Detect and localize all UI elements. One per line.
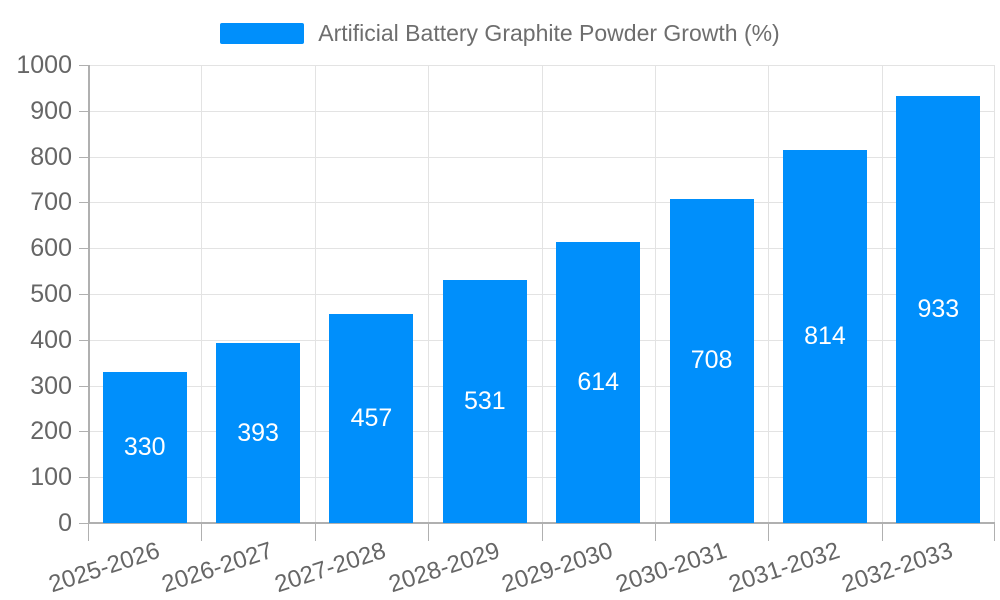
x-axis-label: 2026-2027 bbox=[158, 537, 277, 599]
gridline-vertical bbox=[428, 65, 430, 523]
bar-value-label: 614 bbox=[577, 367, 620, 396]
y-axis-tick bbox=[79, 339, 88, 341]
gridline-vertical bbox=[881, 65, 883, 523]
bar[interactable]: 814 bbox=[782, 150, 867, 523]
gridline-vertical bbox=[994, 65, 995, 523]
x-axis-label: 2025-2026 bbox=[45, 537, 163, 599]
x-axis-tick bbox=[428, 523, 430, 541]
x-axis-label: 2029-2030 bbox=[498, 537, 617, 599]
bar-value-label: 393 bbox=[237, 418, 279, 447]
x-axis-labels: 2025-2026 2026-2027 2027-2028 2028-2029 2029… bbox=[45, 523, 995, 600]
legend-label: Artificial Battery Graphite Powder Growt… bbox=[318, 20, 780, 46]
x-axis-tick bbox=[201, 523, 203, 541]
x-axis-tick bbox=[88, 523, 89, 541]
legend[interactable]: Artificial Battery Graphite Powder Growt… bbox=[0, 20, 1000, 47]
gridline-vertical bbox=[654, 65, 656, 523]
x-axis-tick bbox=[654, 523, 656, 541]
y-axis-tick bbox=[79, 65, 88, 66]
bar-value-label: 330 bbox=[123, 432, 166, 461]
y-axis-tick bbox=[79, 156, 88, 158]
bar[interactable]: 330 bbox=[102, 371, 187, 523]
y-axis-label: 800 bbox=[30, 142, 72, 171]
gridline-vertical bbox=[314, 65, 316, 523]
gridline-vertical bbox=[768, 65, 770, 523]
bar[interactable]: 933 bbox=[896, 95, 981, 523]
x-axis-label: 2031-2032 bbox=[725, 537, 843, 599]
y-axis-label: 700 bbox=[30, 188, 72, 217]
bar[interactable]: 614 bbox=[556, 241, 641, 523]
y-axis-label: 1000 bbox=[16, 51, 72, 79]
y-axis-tick bbox=[79, 385, 88, 387]
x-axis-label: 2030-2031 bbox=[612, 537, 730, 599]
x-axis-tick bbox=[541, 523, 543, 541]
x-axis-label: 2028-2029 bbox=[385, 537, 503, 599]
y-axis-tick bbox=[79, 431, 88, 433]
x-axis-line bbox=[88, 522, 995, 524]
bar[interactable]: 393 bbox=[216, 343, 300, 523]
y-axis-label: 600 bbox=[30, 234, 72, 263]
x-axis-label: 2027-2028 bbox=[271, 537, 390, 599]
y-axis-tick bbox=[79, 248, 88, 250]
x-axis-label: 2032-2033 bbox=[838, 537, 957, 599]
y-axis-label: 500 bbox=[30, 280, 72, 308]
y-axis-tick bbox=[79, 477, 88, 479]
bar[interactable]: 457 bbox=[329, 313, 414, 523]
bar[interactable]: 708 bbox=[669, 198, 754, 523]
bar-value-label: 531 bbox=[463, 386, 506, 415]
y-axis-label: 0 bbox=[58, 509, 72, 537]
legend-swatch bbox=[220, 23, 305, 44]
y-axis-label: 200 bbox=[30, 417, 72, 446]
bar-value-label: 814 bbox=[804, 322, 846, 351]
y-axis-label: 900 bbox=[30, 96, 72, 125]
x-axis-tick bbox=[768, 523, 770, 541]
y-axis-tick bbox=[79, 110, 88, 112]
bar-value-label: 457 bbox=[350, 403, 393, 432]
gridline-vertical bbox=[541, 65, 543, 523]
y-axis-label: 400 bbox=[30, 325, 72, 354]
x-axis-tick bbox=[994, 523, 995, 541]
x-axis-tick bbox=[881, 523, 883, 541]
y-axis-label: 300 bbox=[30, 371, 72, 400]
y-axis-label: 100 bbox=[30, 463, 72, 492]
x-axis-tick bbox=[314, 523, 316, 541]
y-axis-line bbox=[88, 65, 90, 523]
y-axis-tick bbox=[79, 523, 88, 524]
bar[interactable]: 531 bbox=[442, 279, 527, 523]
plot-area: 0 100 200 300 400 500 600 700 800 900 1000 330 393 45… bbox=[16, 52, 995, 541]
bar-value-label: 708 bbox=[690, 346, 733, 375]
gridline-vertical bbox=[201, 65, 203, 523]
y-axis-tick bbox=[79, 294, 88, 295]
y-axis-tick bbox=[79, 202, 88, 204]
bar-value-label: 933 bbox=[917, 294, 960, 323]
